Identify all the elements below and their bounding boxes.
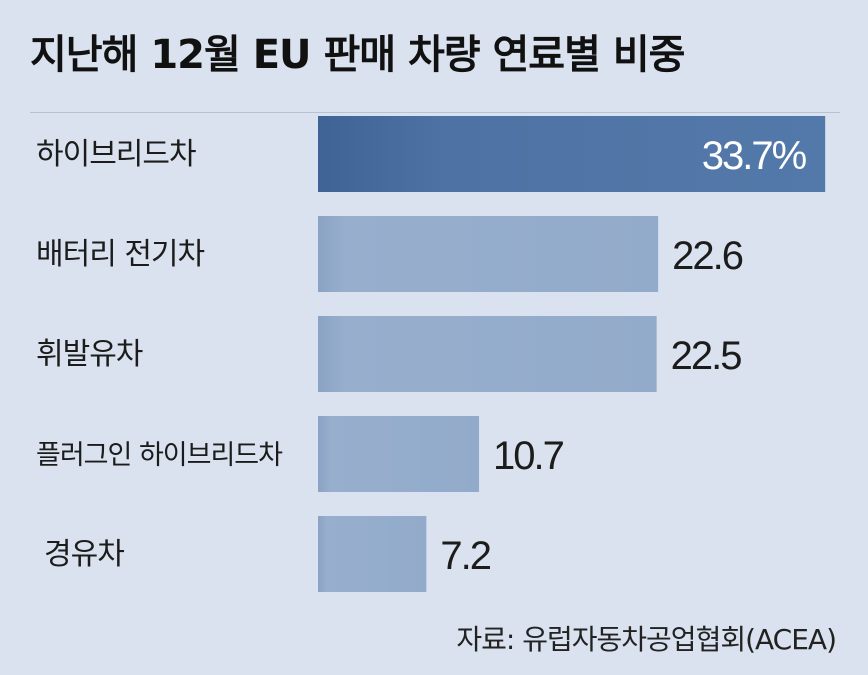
category-label: 경유차 <box>44 537 124 572</box>
value-label: 22.5 <box>671 334 742 378</box>
category-label: 플러그인 하이브리드차 <box>36 440 283 471</box>
bar <box>318 216 659 292</box>
bar <box>318 516 427 592</box>
value-label: 7.2 <box>440 534 490 578</box>
title-divider <box>30 112 840 113</box>
category-label: 하이브리드차 <box>36 137 196 172</box>
bar <box>318 416 480 492</box>
category-label: 휘발유차 <box>36 337 143 372</box>
category-label: 배터리 전기차 <box>36 237 205 272</box>
value-label: 22.6 <box>672 234 743 278</box>
value-label: 33.7% <box>702 134 807 178</box>
source-note: 자료: 유럽자동차공업협회(ACEA) <box>456 623 837 656</box>
bar <box>318 116 826 192</box>
value-label: 10.7 <box>493 434 564 478</box>
chart-title: 지난해 12월 EU 판매 차량 연료별 비중 <box>30 32 685 78</box>
bar <box>318 316 657 392</box>
